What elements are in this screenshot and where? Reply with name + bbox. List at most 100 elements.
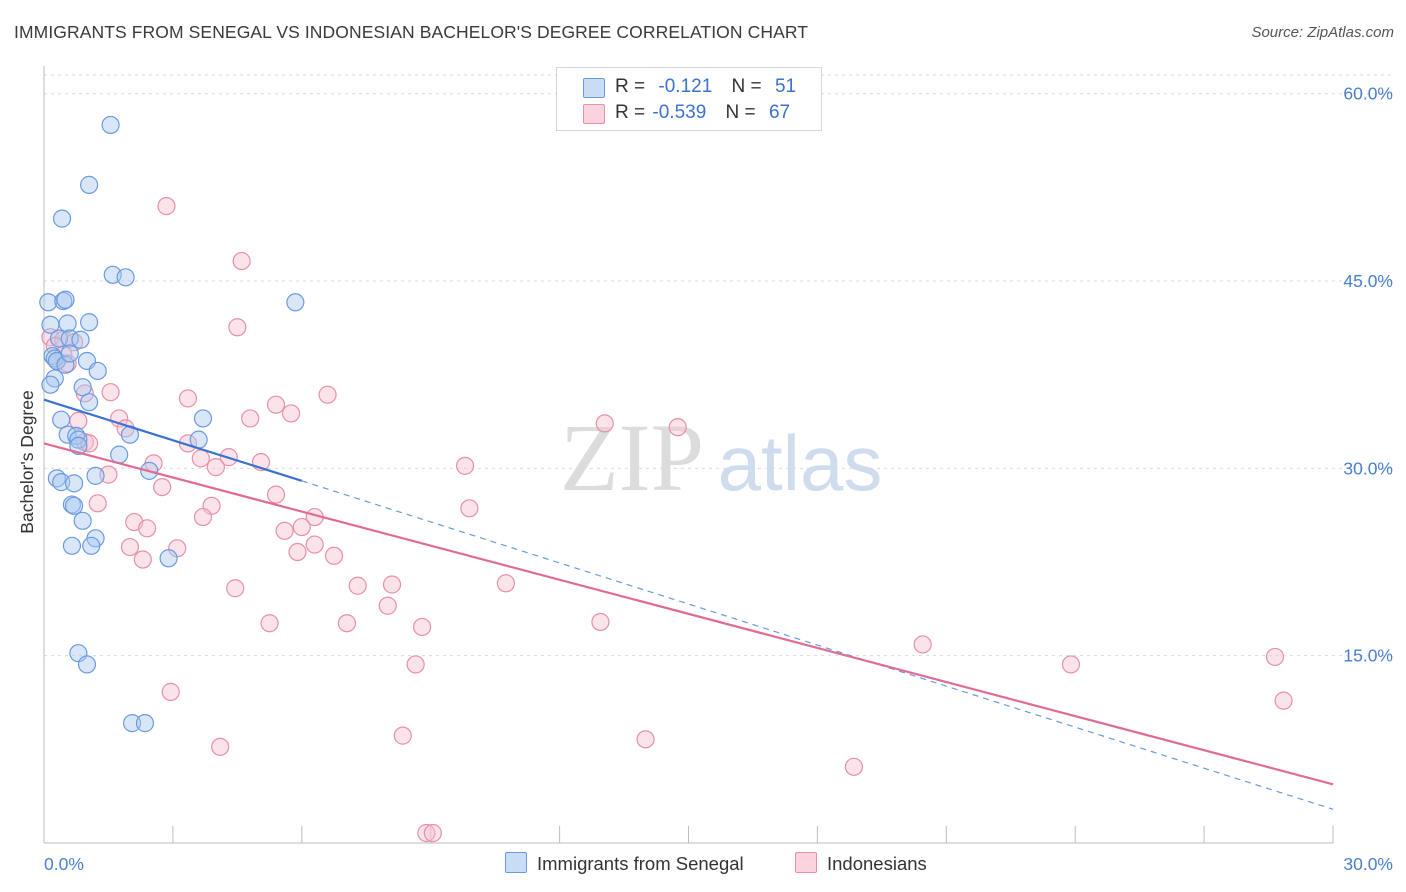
y-axis-label: Bachelor's Degree (17, 390, 37, 533)
series-senegal (39, 115, 305, 733)
legend-n-label: N = (731, 76, 762, 97)
data-point-indonesians (206, 458, 225, 477)
data-point-indonesians (266, 395, 286, 414)
data-point-indonesians (101, 383, 120, 402)
data-point-senegal (73, 378, 92, 397)
data-point-indonesians (378, 596, 397, 615)
data-point-senegal (52, 209, 72, 228)
data-point-senegal (39, 293, 58, 312)
legend-r-value-indonesians: -0.539 (652, 102, 707, 123)
data-point-senegal (60, 344, 79, 363)
data-point-indonesians (211, 737, 230, 756)
data-point-indonesians (382, 575, 402, 594)
grid-lines (44, 74, 1393, 657)
data-point-indonesians (668, 418, 687, 437)
data-point-indonesians (1265, 647, 1285, 667)
bottom-legend-label-indonesians: Indonesians (827, 853, 927, 874)
data-point-senegal (62, 536, 82, 555)
data-point-senegal (193, 409, 213, 428)
data-point-indonesians (226, 579, 245, 598)
data-point-indonesians (241, 409, 260, 428)
data-point-indonesians (636, 730, 655, 749)
data-point-indonesians (281, 404, 301, 423)
data-point-senegal (116, 268, 135, 287)
data-point-senegal (64, 474, 84, 493)
legend-r-label: R = (615, 102, 646, 123)
y-tick-label: 45.0% (1343, 271, 1393, 291)
data-point-indonesians (318, 385, 337, 404)
data-point-indonesians (1061, 655, 1081, 674)
data-point-senegal (73, 511, 92, 530)
data-point-indonesians (406, 655, 425, 674)
tick-labels: 15.0% 30.0% 45.0% 60.0% 0.0% 30.0% (44, 84, 1393, 874)
legend-r-label: R = (615, 76, 646, 97)
watermark-zip: ZIP (560, 404, 704, 511)
data-point-indonesians (324, 546, 344, 565)
data-point-indonesians (193, 507, 213, 527)
data-point-senegal (80, 313, 99, 332)
data-point-senegal (56, 355, 75, 374)
data-point-indonesians (161, 682, 180, 701)
y-tick-label: 30.0% (1343, 458, 1393, 478)
legend-n-value-indonesians: 67 (768, 102, 791, 123)
data-point-indonesians (138, 519, 157, 538)
data-point-indonesians (88, 494, 107, 513)
data-point-indonesians (260, 614, 279, 633)
watermark-atlas: atlas (718, 419, 883, 507)
data-point-indonesians (393, 726, 412, 745)
data-point-senegal (101, 115, 120, 135)
data-point-senegal (135, 714, 155, 733)
data-point-indonesians (417, 823, 436, 843)
data-point-indonesians (228, 318, 247, 337)
data-point-indonesians (460, 499, 479, 518)
data-point-senegal (58, 314, 77, 333)
data-point-senegal (49, 329, 69, 348)
data-point-indonesians (266, 485, 286, 504)
data-point-indonesians (337, 614, 357, 633)
data-point-indonesians (120, 537, 140, 557)
trend-line-senegal-extended (301, 480, 1334, 810)
data-point-indonesians (133, 550, 152, 569)
data-point-senegal (41, 375, 60, 394)
data-point-indonesians (348, 576, 367, 595)
data-point-indonesians (191, 449, 210, 468)
legend-swatch-senegal (583, 78, 605, 98)
legend: R = -0.121 N = 51 R = -0.539 N = 67 (556, 67, 822, 131)
legend-n-value-senegal: 51 (774, 76, 797, 97)
data-point-senegal (69, 430, 88, 449)
x-tick-label-min: 0.0% (44, 854, 84, 874)
trend-line-senegal (43, 398, 303, 482)
data-point-senegal (122, 714, 142, 733)
data-point-senegal (86, 466, 105, 485)
trend-lines (43, 398, 1334, 810)
data-point-indonesians (69, 411, 88, 431)
data-point-indonesians (496, 574, 515, 593)
data-point-indonesians (275, 521, 294, 540)
data-point-indonesians (232, 251, 251, 271)
data-point-senegal (82, 536, 101, 555)
x-tick-label-max: 30.0% (1343, 854, 1393, 874)
trend-line-indonesians (43, 442, 1334, 786)
data-point-indonesians (913, 635, 932, 654)
data-point-senegal (80, 393, 99, 412)
watermark: ZIP atlas (560, 404, 882, 511)
data-point-senegal (286, 293, 305, 312)
data-point-senegal (64, 496, 84, 515)
chart-source: Source: ZipAtlas.com (1251, 24, 1394, 41)
data-point-indonesians (153, 477, 172, 497)
y-tick-label: 60.0% (1343, 84, 1393, 104)
data-point-senegal (71, 330, 90, 349)
data-point-indonesians (178, 389, 198, 408)
data-point-senegal (56, 290, 75, 309)
data-point-indonesians (595, 414, 614, 433)
bottom-legend-swatch-indonesians (795, 852, 817, 873)
data-point-senegal (52, 410, 71, 429)
bottom-legend-swatch-senegal (505, 852, 527, 873)
data-point-indonesians (455, 456, 475, 475)
legend-r-value-senegal: -0.121 (658, 76, 713, 97)
legend-n-label: N = (725, 102, 756, 123)
data-point-indonesians (99, 465, 118, 484)
data-point-senegal (159, 549, 178, 568)
data-point-indonesians (305, 535, 324, 554)
data-point-senegal (88, 361, 107, 381)
